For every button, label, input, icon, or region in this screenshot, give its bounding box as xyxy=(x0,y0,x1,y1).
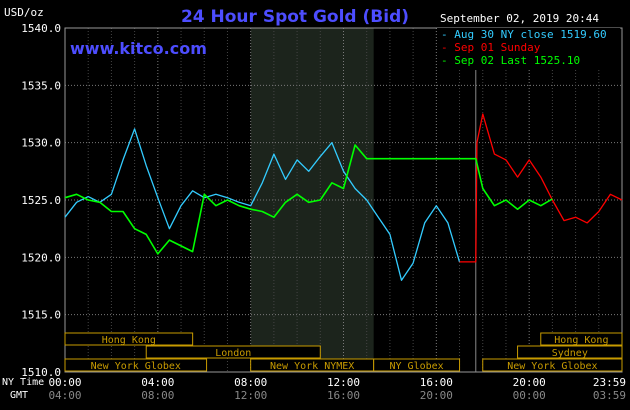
series-line-2 xyxy=(64,144,553,255)
ny-tick-label: 23:59 xyxy=(593,376,626,389)
legend-entry: - Sep 01 Sunday xyxy=(441,41,541,54)
y-tick-label: 1520.0 xyxy=(21,251,61,264)
ny-tick-label: 12:00 xyxy=(327,376,360,389)
session-bar: Sydney xyxy=(517,345,623,359)
gmt-tick-label: 08:00 xyxy=(141,389,174,402)
gmt-tick-label: 16:00 xyxy=(327,389,360,402)
gmt-label: GMT xyxy=(10,390,28,401)
session-label: New York Globex xyxy=(507,361,597,372)
y-unit-label: USD/oz xyxy=(4,6,44,19)
session-bar: Hong Kong xyxy=(64,332,194,346)
ny-tick-label: 16:00 xyxy=(420,376,453,389)
session-bar: NY Globex xyxy=(373,358,461,372)
ny-tick-label: 00:00 xyxy=(48,376,81,389)
legend-box xyxy=(437,28,620,70)
legend-entry: - Aug 30 NY close 1519.60 xyxy=(441,28,607,41)
ny-tick-label: 04:00 xyxy=(141,376,174,389)
ny-time-label: NY Time xyxy=(2,377,44,388)
watermark: www.kitco.com xyxy=(70,39,207,58)
ny-tick-label: 08:00 xyxy=(234,376,267,389)
session-rect xyxy=(517,345,623,359)
session-bar: London xyxy=(145,345,321,359)
series-line-1 xyxy=(459,113,623,263)
session-rect xyxy=(482,358,623,372)
gmt-tick-label: 03:59 xyxy=(593,389,626,402)
series-line-0 xyxy=(64,128,461,281)
y-axis: 1540.0 1535.0 1530.0 1525.0 1520.0 1515.0 1510… xyxy=(21,22,61,379)
y-tick-label: 1535.0 xyxy=(21,79,61,92)
session-label: Sydney xyxy=(552,348,588,359)
session-rect xyxy=(145,345,321,359)
ny-tick-label: 20:00 xyxy=(513,376,546,389)
session-label: NY Globex xyxy=(390,361,444,372)
session-bar: New York Globex xyxy=(64,358,208,372)
session-rect xyxy=(64,358,208,372)
session-bars: Hong Kong London New York Globex New York N… xyxy=(64,332,623,372)
y-tick-label: 1515.0 xyxy=(21,309,61,322)
session-rect xyxy=(373,358,461,372)
y-tick-label: 1525.0 xyxy=(21,194,61,207)
gmt-tick-label: 12:00 xyxy=(234,389,267,402)
session-rect xyxy=(540,332,623,346)
series-group xyxy=(64,113,623,281)
gmt-tick-label: 20:00 xyxy=(420,389,453,402)
session-bar: Hong Kong xyxy=(540,332,623,346)
session-bar: New York NYMEX xyxy=(250,358,375,372)
session-label: New York NYMEX xyxy=(270,361,354,372)
timestamp: September 02, 2019 20:44 xyxy=(440,12,599,25)
session-label: London xyxy=(215,348,251,359)
y-tick-label: 1540.0 xyxy=(21,22,61,35)
y-tick-label: 1510.0 xyxy=(21,366,61,379)
session-label: New York Globex xyxy=(91,361,181,372)
gmt-tick-label: 04:00 xyxy=(48,389,81,402)
chart-title: 24 Hour Spot Gold (Bid) xyxy=(181,7,409,27)
y-tick-label: 1530.0 xyxy=(21,137,61,150)
legend-entry: - Sep 02 Last 1525.10 xyxy=(441,54,580,67)
legend: - Aug 30 NY close 1519.60- Sep 01 Sunday… xyxy=(437,28,620,70)
session-bar: New York Globex xyxy=(482,358,623,372)
gmt-tick-label: 00:00 xyxy=(513,389,546,402)
session-label: Hong Kong xyxy=(554,335,608,346)
session-rect xyxy=(64,332,194,346)
session-label: Hong Kong xyxy=(102,335,156,346)
